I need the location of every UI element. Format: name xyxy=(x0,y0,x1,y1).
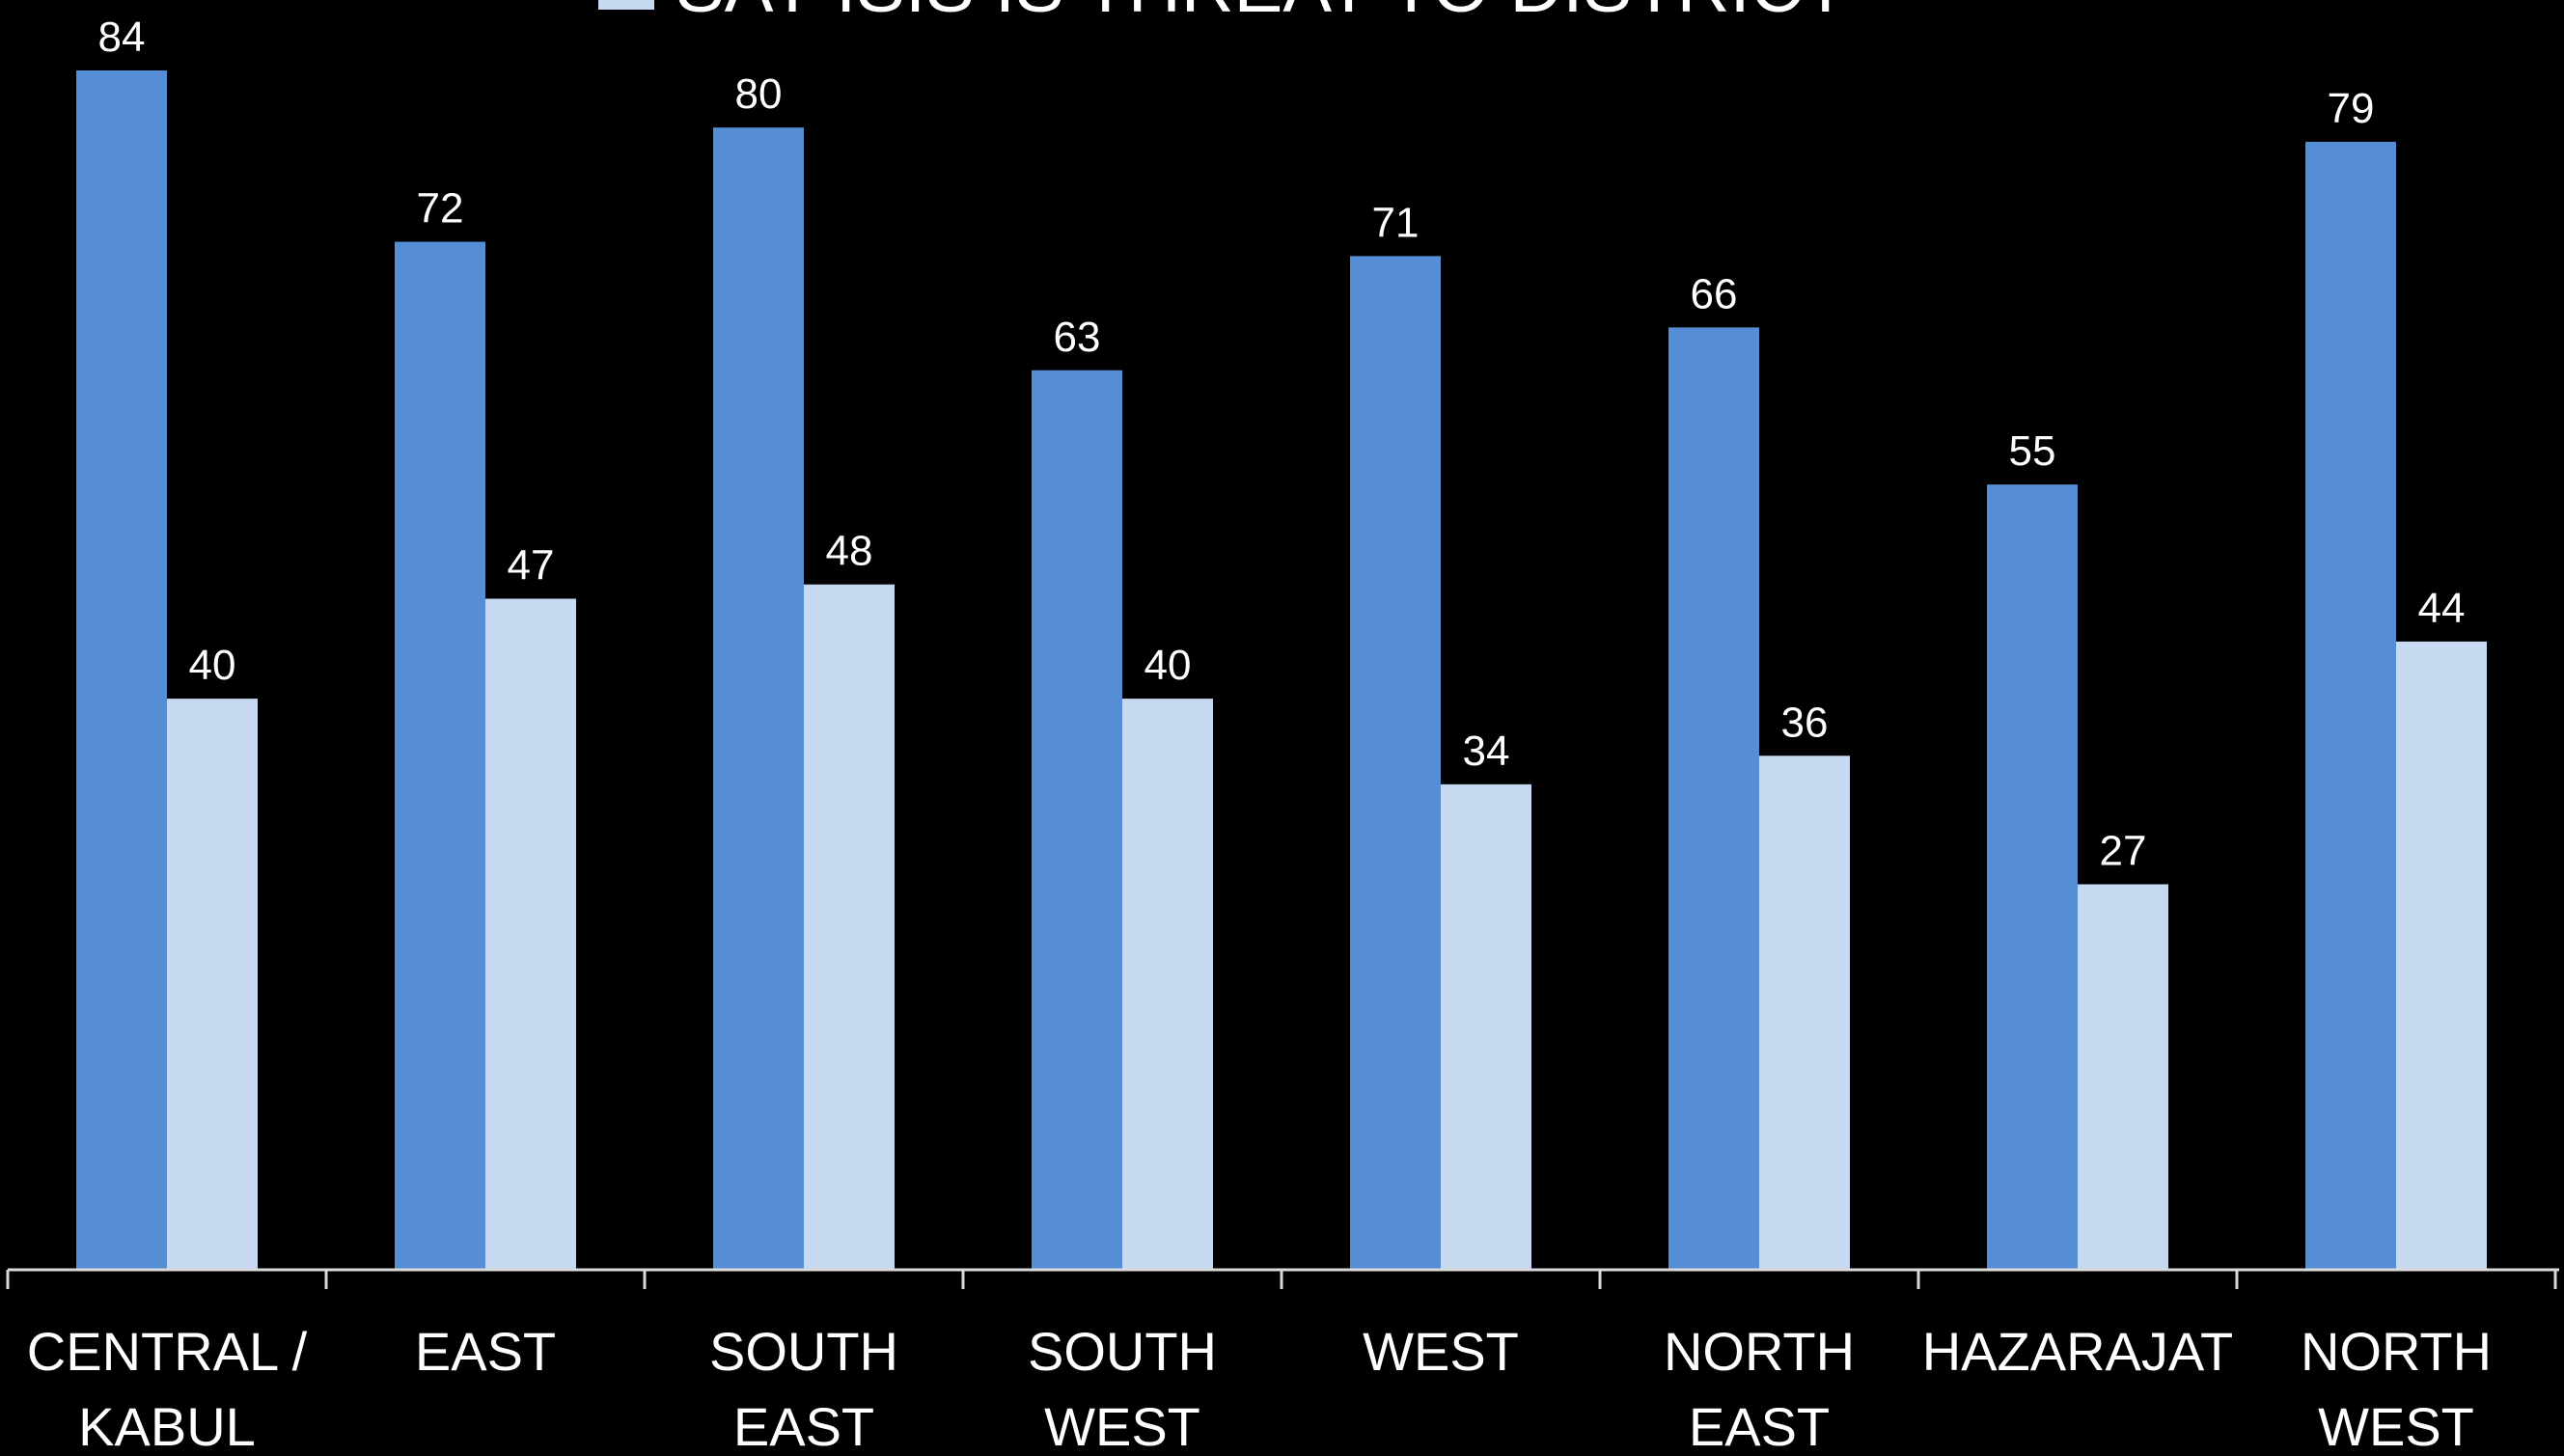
category-label: NORTH EAST xyxy=(1664,1321,1855,1456)
bars xyxy=(76,70,2487,1271)
legend-label: SAY ISIS IS THREAT TO DISTRICT xyxy=(675,0,1848,28)
bar-series-2 xyxy=(485,598,576,1270)
legend: SAY ISIS IS THREAT TO DISTRICT xyxy=(598,0,1848,28)
data-label: 55 xyxy=(2009,427,2056,475)
data-label: 27 xyxy=(2100,827,2147,874)
data-label: 72 xyxy=(417,185,464,233)
data-label: 47 xyxy=(508,542,555,590)
data-label: 48 xyxy=(826,528,873,575)
bar-series-2 xyxy=(804,584,895,1270)
bar-series-1 xyxy=(2305,141,2396,1271)
category-label: NORTH WEST xyxy=(2301,1321,2492,1456)
bar-series-1 xyxy=(395,241,485,1271)
data-label: 34 xyxy=(1463,728,1510,775)
data-label: 79 xyxy=(2328,85,2375,132)
data-label: 71 xyxy=(1372,199,1420,246)
data-label: 40 xyxy=(1144,642,1192,689)
bar-series-1 xyxy=(713,127,804,1271)
bar-series-1 xyxy=(1032,370,1122,1270)
bar-series-2 xyxy=(2396,641,2487,1270)
bar-series-1 xyxy=(1350,256,1441,1271)
category-label: WEST xyxy=(1363,1321,1519,1382)
data-label: 36 xyxy=(1781,699,1829,746)
bar-series-1 xyxy=(1987,484,2078,1270)
bar-series-2 xyxy=(1759,755,1850,1270)
category-label: HAZARAJAT xyxy=(1922,1321,2234,1382)
data-label: 84 xyxy=(98,14,146,61)
category-labels: CENTRAL / KABUL EAST SOUTH EAST SOUTH WEST WEST… xyxy=(27,1321,2492,1456)
bar-series-2 xyxy=(2078,884,2168,1270)
category-label: SOUTH WEST xyxy=(1028,1321,1217,1456)
bar-series-2 xyxy=(1122,699,1213,1270)
category-label: CENTRAL / KABUL xyxy=(27,1321,308,1456)
bar-series-1 xyxy=(76,70,167,1270)
bar-series-1 xyxy=(1668,327,1759,1270)
category-label: SOUTH EAST xyxy=(709,1321,898,1456)
legend-swatch xyxy=(598,0,654,10)
data-labels: 84 40 72 47 80 48 63 40 71 34 66 36 55 27 79 44 xyxy=(98,14,2466,874)
bar-series-2 xyxy=(1441,783,1531,1270)
bar-series-2 xyxy=(167,699,258,1270)
data-label: 66 xyxy=(1691,270,1738,317)
data-label: 44 xyxy=(2418,585,2466,632)
data-label: 80 xyxy=(735,70,783,118)
category-label: EAST xyxy=(415,1321,556,1382)
data-label: 40 xyxy=(189,642,236,689)
x-axis xyxy=(6,1268,2559,1289)
data-label: 63 xyxy=(1054,314,1101,361)
